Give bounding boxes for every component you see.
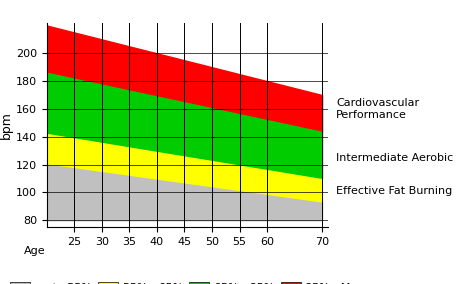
Y-axis label: bpm: bpm bbox=[0, 111, 13, 139]
Text: Intermediate Aerobic: Intermediate Aerobic bbox=[336, 153, 453, 163]
Text: Effective Fat Burning: Effective Fat Burning bbox=[336, 186, 452, 196]
Text: Cardiovascular
Performance: Cardiovascular Performance bbox=[336, 98, 419, 120]
Text: Age: Age bbox=[24, 246, 46, 256]
Legend: up to 55%, 55% - 65%, 65% - 85%, 85% - Max: up to 55%, 55% - 65%, 65% - 85%, 85% - M… bbox=[6, 278, 369, 284]
